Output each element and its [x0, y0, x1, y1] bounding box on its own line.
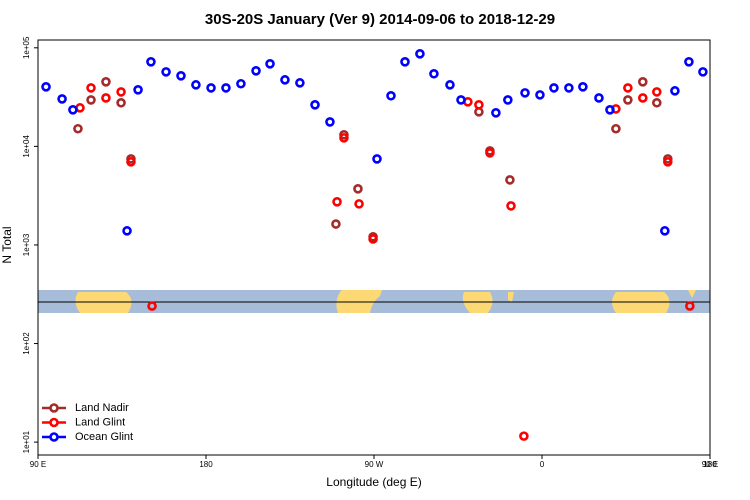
point — [651, 87, 662, 97]
point — [549, 83, 559, 93]
legend-marker — [49, 403, 59, 413]
x-tick-label: 0 — [540, 460, 545, 469]
x-tick-label: 180 — [199, 460, 213, 469]
point — [339, 133, 349, 143]
point — [651, 97, 662, 108]
point — [415, 49, 425, 59]
point — [400, 57, 410, 67]
y-tick-label: 1e+01 — [22, 430, 31, 453]
point — [660, 226, 670, 236]
point — [191, 80, 201, 90]
point — [685, 301, 695, 311]
point — [485, 148, 495, 158]
point — [101, 77, 111, 87]
point — [605, 105, 615, 115]
y-tick-label: 1e+04 — [22, 135, 31, 158]
point — [68, 105, 78, 115]
point — [386, 90, 396, 101]
point — [505, 175, 515, 185]
x-tick-label: 180 — [703, 460, 717, 469]
point — [594, 93, 604, 103]
point — [372, 154, 382, 164]
point — [176, 71, 186, 81]
point — [116, 97, 126, 108]
point — [354, 199, 364, 209]
point — [474, 100, 484, 110]
x-tick-label: 90 E — [30, 460, 46, 469]
chart-title: 30S-20S January (Ver 9) 2014-09-06 to 20… — [205, 11, 555, 28]
point — [251, 66, 261, 76]
point — [684, 57, 694, 67]
legend-marker — [49, 417, 59, 428]
point — [265, 59, 275, 69]
point — [519, 431, 529, 441]
legend-label: Land Glint — [75, 416, 125, 428]
x-axis-label: Longitude (deg E) — [326, 475, 421, 489]
point — [146, 57, 156, 67]
point — [41, 82, 51, 92]
y-axis-label: N Total — [0, 226, 14, 263]
y-tick-label: 1e+02 — [22, 332, 31, 355]
point — [133, 84, 143, 95]
legend-label: Ocean Glint — [75, 431, 133, 443]
point — [520, 88, 530, 98]
point — [295, 78, 305, 88]
plot-frame — [37, 39, 711, 456]
point — [310, 100, 320, 110]
point — [506, 201, 516, 211]
point — [147, 301, 157, 311]
x-tick-label: 90 E — [702, 460, 718, 469]
point — [491, 108, 501, 118]
point — [637, 77, 648, 87]
x-tick-label: 90 W — [365, 460, 384, 469]
point — [221, 83, 231, 93]
point — [353, 184, 363, 194]
point — [456, 95, 466, 105]
point — [564, 83, 574, 93]
map-strip — [38, 290, 710, 313]
point — [57, 94, 67, 104]
point — [236, 78, 246, 89]
point — [332, 197, 342, 207]
point — [206, 83, 216, 93]
point — [503, 95, 513, 105]
point — [161, 67, 171, 77]
point — [122, 226, 132, 236]
point — [578, 82, 588, 92]
point — [101, 93, 111, 103]
point — [116, 87, 126, 97]
point — [325, 117, 335, 127]
point — [331, 219, 341, 229]
point — [663, 157, 673, 167]
point — [698, 67, 708, 77]
point — [86, 95, 96, 105]
point — [535, 90, 545, 100]
point — [611, 123, 621, 134]
y-tick-label: 1e+05 — [22, 36, 31, 59]
point — [86, 83, 96, 93]
point — [445, 80, 455, 90]
point — [670, 86, 680, 96]
point — [368, 234, 378, 244]
point — [280, 75, 290, 85]
legend-marker — [49, 432, 59, 442]
point — [73, 123, 83, 134]
point — [623, 83, 633, 93]
point — [429, 68, 439, 79]
point — [126, 157, 136, 167]
y-tick-label: 1e+03 — [22, 233, 31, 256]
point — [637, 93, 648, 103]
legend-label: Land Nadir — [75, 402, 129, 414]
point — [623, 95, 633, 105]
